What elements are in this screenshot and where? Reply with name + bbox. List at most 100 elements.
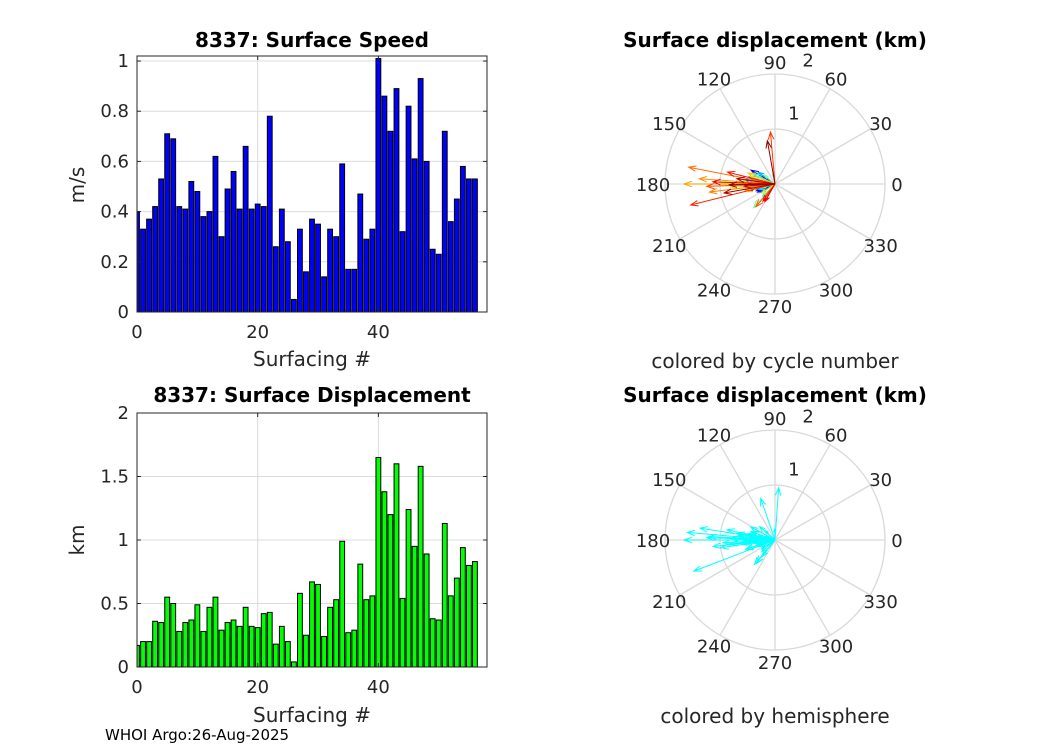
speed-bar bbox=[370, 229, 375, 312]
speed-bar bbox=[291, 299, 296, 312]
speed-title: 8337: Surface Speed bbox=[195, 28, 429, 52]
displacement-bar bbox=[448, 596, 453, 667]
displacement-bar bbox=[159, 623, 164, 667]
compass-cycle-angle-label: 270 bbox=[758, 297, 792, 318]
speed-ytick-label: 0.8 bbox=[100, 101, 129, 122]
speed-bar bbox=[448, 222, 453, 312]
displacement-bar bbox=[340, 541, 345, 667]
displacement-bar bbox=[285, 642, 290, 667]
displacement-bar bbox=[249, 626, 254, 667]
displacement-bar bbox=[460, 548, 465, 667]
speed-bar bbox=[243, 146, 248, 312]
speed-ytick-label: 0.6 bbox=[100, 151, 129, 172]
displacement-bar bbox=[388, 515, 393, 667]
displacement-bar bbox=[231, 620, 236, 667]
displacement-bar bbox=[334, 600, 339, 667]
compass-cycle-angle-label: 30 bbox=[869, 114, 892, 135]
compass-cycle-angle-label: 210 bbox=[652, 236, 686, 257]
compass-cycle-angle-label: 120 bbox=[697, 69, 731, 90]
speed-bar bbox=[225, 189, 230, 312]
displacement-ytick-label: 1 bbox=[118, 530, 129, 551]
speed-bar bbox=[382, 96, 387, 312]
displacement-bar bbox=[352, 630, 357, 667]
speed-bar bbox=[316, 224, 321, 312]
speed-bar bbox=[394, 89, 399, 312]
displacement-bar bbox=[195, 605, 200, 667]
compass-cycle-angle-label: 330 bbox=[863, 236, 897, 257]
displacement-bar bbox=[304, 635, 309, 667]
speed-bar bbox=[255, 204, 260, 312]
speed-bar bbox=[400, 232, 405, 312]
speed-bars bbox=[135, 59, 478, 312]
speed-xlabel: Surfacing # bbox=[253, 347, 371, 371]
displacement-bar bbox=[189, 620, 194, 667]
compass-cycle-angle-label: 180 bbox=[636, 175, 670, 196]
speed-bar bbox=[388, 131, 393, 312]
displacement-bar bbox=[267, 612, 272, 667]
speed-bar bbox=[189, 181, 194, 312]
compass-hemisphere-arrows bbox=[684, 488, 781, 571]
speed-bar bbox=[219, 237, 224, 312]
displacement-ytick-label: 0 bbox=[118, 657, 129, 678]
displacement-bar bbox=[328, 607, 333, 667]
speed-bar bbox=[201, 217, 206, 312]
displacement-xlabel: Surfacing # bbox=[253, 703, 371, 727]
speed-bar bbox=[406, 106, 411, 312]
displacement-bar bbox=[376, 457, 381, 667]
displacement-bar bbox=[418, 466, 423, 667]
speed-bar bbox=[279, 209, 284, 312]
compass-cycle-angle-label: 90 bbox=[764, 53, 787, 74]
speed-bar bbox=[358, 194, 363, 312]
speed-bar bbox=[424, 161, 429, 312]
compass-hemisphere-angle-label: 270 bbox=[758, 653, 792, 674]
compass-cycle-angle-label: 0 bbox=[891, 175, 902, 196]
displacement-ytick-label: 2 bbox=[118, 403, 129, 424]
compass-cycle-angle-label: 60 bbox=[825, 69, 848, 90]
displacement-bar bbox=[322, 637, 327, 667]
displacement-bar bbox=[436, 620, 441, 667]
displacement-bar bbox=[279, 626, 284, 667]
speed-ytick-label: 0.2 bbox=[100, 252, 129, 273]
speed-bar bbox=[304, 272, 309, 312]
displacement-bar bbox=[177, 631, 182, 667]
displacement-bar bbox=[255, 628, 260, 667]
displacement-title: 8337: Surface Displacement bbox=[153, 383, 471, 407]
speed-bar bbox=[261, 207, 266, 312]
speed-bar bbox=[412, 159, 417, 312]
displacement-bar bbox=[147, 642, 152, 667]
displacement-bar bbox=[412, 546, 417, 667]
displacement-bar bbox=[424, 554, 429, 667]
speed-bar bbox=[213, 156, 218, 312]
displacement-bar bbox=[219, 630, 224, 667]
compass-hemisphere-ring-label: 2 bbox=[802, 406, 813, 427]
speed-bar bbox=[436, 254, 441, 312]
displacement-bar bbox=[358, 564, 363, 667]
speed-ytick-label: 0 bbox=[118, 302, 129, 323]
displacement-bar bbox=[442, 523, 447, 667]
displacement-bar bbox=[400, 598, 405, 667]
speed-bar bbox=[159, 179, 164, 312]
compass-cycle-arrows bbox=[684, 132, 775, 208]
displacement-bar bbox=[394, 464, 399, 667]
compass-cycle-angle-label: 150 bbox=[652, 114, 686, 135]
displacement-bars bbox=[135, 457, 478, 667]
speed-bar bbox=[310, 219, 315, 312]
speed-bar bbox=[454, 199, 459, 312]
displacement-bar bbox=[406, 510, 411, 667]
speed-bar bbox=[328, 229, 333, 312]
speed-bar bbox=[285, 242, 290, 312]
displacement-bar bbox=[213, 597, 218, 667]
displacement-bar bbox=[201, 631, 206, 667]
speed-bar bbox=[183, 209, 188, 312]
speed-bar bbox=[418, 79, 423, 312]
compass-hemisphere-caption: colored by hemisphere bbox=[660, 704, 889, 728]
displacement-bar bbox=[237, 626, 242, 667]
speed-xtick-label: 0 bbox=[131, 322, 142, 343]
compass-cycle-angle-label: 240 bbox=[697, 281, 731, 302]
footer-credit: WHOI Argo:26-Aug-2025 bbox=[105, 726, 289, 744]
displacement-xtick-label: 20 bbox=[246, 677, 269, 698]
